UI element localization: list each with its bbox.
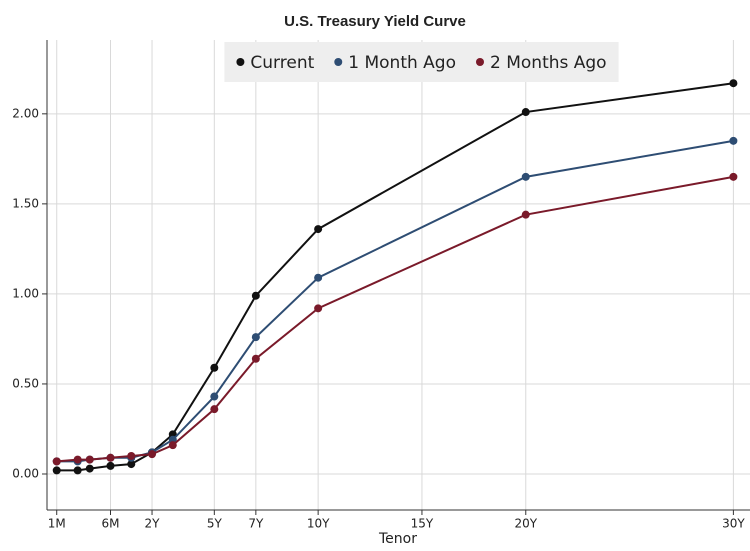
- legend: Current 1 Month Ago 2 Months Ago: [224, 42, 619, 82]
- y-tick-label: 1.50: [12, 196, 39, 210]
- legend-marker: [334, 58, 343, 66]
- y-tick-label: 1.00: [12, 286, 39, 300]
- x-tick-label: 20Y: [514, 517, 537, 531]
- legend-label: 1 Month Ago: [348, 53, 456, 73]
- legend-label: Current: [250, 53, 314, 73]
- data-point: [52, 466, 61, 475]
- data-point: [168, 441, 177, 450]
- x-tick-label: 7Y: [248, 517, 264, 531]
- data-point: [106, 453, 115, 462]
- data-point: [210, 392, 219, 401]
- x-axis-label: Tenor: [378, 531, 417, 547]
- data-point: [127, 451, 136, 460]
- data-point: [251, 291, 260, 300]
- data-point: [52, 457, 61, 466]
- data-point: [73, 466, 82, 475]
- data-point: [210, 363, 219, 372]
- series-line: [56, 175, 734, 463]
- y-tick-label: 0.50: [12, 376, 39, 390]
- x-tick-label: 10Y: [307, 517, 330, 531]
- x-tick-label: 30Y: [722, 517, 745, 531]
- chart-title: U.S. Treasury Yield Curve: [284, 13, 466, 30]
- data-point: [148, 450, 157, 459]
- data-point: [106, 461, 115, 470]
- x-tick-label: 2Y: [145, 517, 161, 531]
- legend-marker: [236, 58, 245, 66]
- data-point: [729, 136, 738, 145]
- series-line: [56, 139, 734, 463]
- data-point: [314, 273, 323, 282]
- data-point: [251, 333, 260, 342]
- y-tick-label: 2.00: [12, 106, 39, 120]
- series-line: [56, 82, 734, 472]
- data-point: [314, 304, 323, 313]
- data-point: [521, 172, 530, 181]
- x-tick-label: 1M: [48, 517, 66, 531]
- data-point: [210, 405, 219, 414]
- x-tick-label: 6M: [102, 517, 120, 531]
- data-point: [729, 79, 738, 88]
- y-tick-label: 0.00: [12, 466, 39, 480]
- data-point: [521, 108, 530, 117]
- data-point: [729, 172, 738, 181]
- data-point: [521, 210, 530, 219]
- x-tick-label: 15Y: [411, 517, 434, 531]
- x-tick-label: 5Y: [207, 517, 223, 531]
- data-point: [314, 225, 323, 234]
- data-point: [251, 354, 260, 363]
- legend-marker: [476, 58, 484, 66]
- legend-background: [224, 42, 619, 82]
- data-point: [127, 460, 136, 469]
- data-point: [85, 464, 94, 473]
- data-point: [73, 455, 82, 464]
- data-point: [85, 455, 94, 464]
- legend-label: 2 Months Ago: [490, 53, 607, 73]
